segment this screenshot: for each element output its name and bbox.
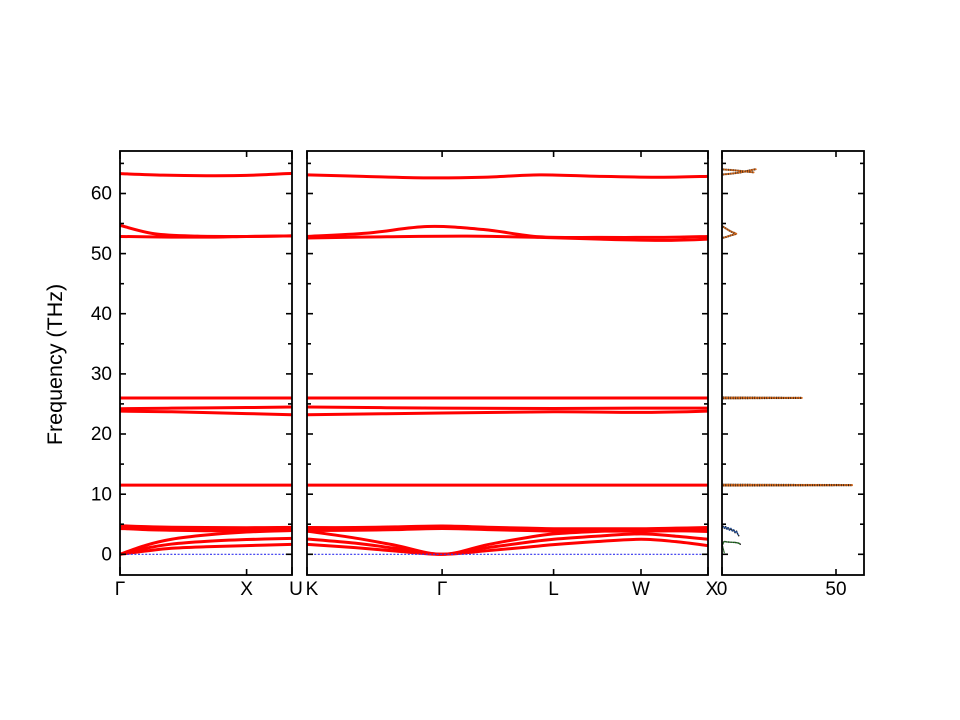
svg-text:60: 60 — [91, 184, 112, 205]
svg-text:W: W — [632, 579, 650, 600]
svg-text:0: 0 — [717, 579, 728, 600]
svg-text:30: 30 — [91, 364, 112, 385]
svg-text:Frequency (THz): Frequency (THz) — [43, 284, 67, 445]
svg-text:50: 50 — [91, 244, 112, 265]
svg-text:0: 0 — [101, 545, 112, 566]
svg-text:Γ: Γ — [115, 579, 125, 600]
svg-text:10: 10 — [91, 484, 112, 505]
svg-text:K: K — [306, 579, 319, 600]
svg-text:L: L — [548, 579, 559, 600]
svg-text:U: U — [289, 579, 303, 600]
svg-text:50: 50 — [825, 579, 846, 600]
svg-text:40: 40 — [91, 304, 112, 325]
svg-text:X: X — [240, 579, 253, 600]
svg-text:Γ: Γ — [437, 579, 447, 600]
svg-text:20: 20 — [91, 424, 112, 445]
